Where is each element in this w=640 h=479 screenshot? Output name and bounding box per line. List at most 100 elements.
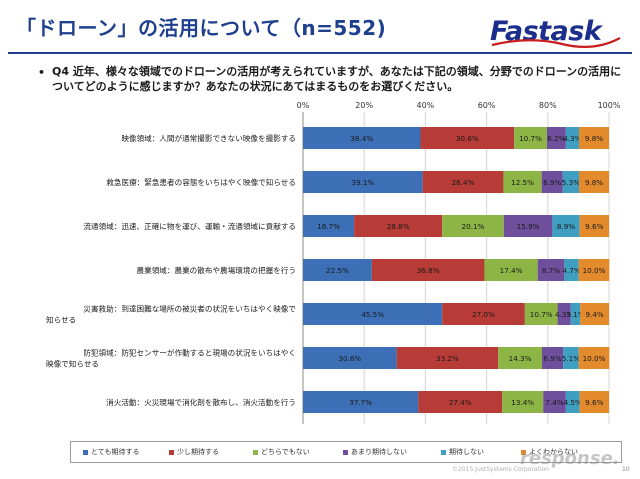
legend-swatch bbox=[521, 449, 526, 455]
data-label: 6.2% bbox=[547, 134, 565, 143]
legend-label: とても期待する bbox=[91, 448, 140, 456]
bar-segment bbox=[562, 171, 580, 193]
bar-segment bbox=[564, 259, 579, 281]
data-label: 10.0% bbox=[583, 266, 606, 275]
data-label: 17.4% bbox=[500, 266, 523, 275]
data-label: 39.1% bbox=[351, 178, 374, 187]
bar-segment bbox=[303, 171, 423, 193]
data-label: 4.5% bbox=[564, 398, 582, 407]
data-label: 30.6% bbox=[456, 134, 479, 143]
data-label: 22.5% bbox=[326, 266, 349, 275]
bar-segment bbox=[563, 347, 579, 369]
category-label: 知らせる bbox=[46, 315, 76, 325]
bar-segment bbox=[579, 391, 609, 413]
bar-segment bbox=[371, 259, 485, 281]
legend-label: どちらでもない bbox=[261, 448, 310, 456]
bar-segment bbox=[541, 347, 564, 369]
bar-segment bbox=[524, 303, 558, 325]
legend-item: あまり期待しない bbox=[343, 447, 407, 457]
bar-segment bbox=[354, 215, 443, 237]
bar-segment bbox=[537, 259, 565, 281]
question-bullet: • bbox=[38, 66, 46, 79]
fastask-logo: Fastask bbox=[490, 14, 622, 50]
data-label: 10.0% bbox=[583, 354, 606, 363]
category-label: 災害救助：到達困難な場所の被災者の状況をいちはやく映像で bbox=[83, 304, 296, 314]
bar-segment bbox=[422, 171, 504, 193]
bar-segment bbox=[303, 259, 372, 281]
data-label: 7.4% bbox=[545, 398, 563, 407]
category-label: 防犯領域：防犯センサーが作動すると現場の状況をいちはやく bbox=[83, 348, 296, 358]
bar-segment bbox=[303, 391, 419, 413]
bar-segment bbox=[565, 391, 580, 413]
bar-segment bbox=[503, 171, 542, 193]
x-tick-label: 80% bbox=[539, 101, 557, 110]
data-label: 4.3% bbox=[555, 310, 573, 319]
legend-label: よくわからない bbox=[529, 448, 578, 456]
data-label: 20.1% bbox=[462, 222, 485, 231]
legend-swatch bbox=[169, 449, 174, 455]
data-label: 6.9% bbox=[543, 178, 561, 187]
data-label: 4.3% bbox=[563, 134, 581, 143]
data-label: 26.4% bbox=[452, 178, 475, 187]
category-label: 映像領域：人間が通常撮影できない映像を撮影する bbox=[121, 133, 296, 143]
x-tick-label: 60% bbox=[478, 101, 496, 110]
bar-segment bbox=[546, 127, 566, 149]
bar-segment bbox=[514, 127, 547, 149]
bar-segment bbox=[418, 391, 503, 413]
legend-swatch bbox=[441, 449, 446, 455]
bar-segment bbox=[303, 347, 397, 369]
data-label: 9.6% bbox=[585, 222, 603, 231]
data-label: 10.7% bbox=[519, 134, 542, 143]
data-label: 33.2% bbox=[436, 354, 459, 363]
category-label: 農業領域：農業の散布や農場環境の把握を行う bbox=[137, 265, 296, 275]
category-label: 消火活動：火災現場で消化剤を散布し、消火活動を行う bbox=[106, 397, 296, 407]
bar-segment bbox=[484, 259, 538, 281]
bar-segment bbox=[580, 303, 609, 325]
legend-swatch bbox=[83, 449, 88, 455]
bar-segment bbox=[503, 215, 553, 237]
bar-segment bbox=[578, 347, 610, 369]
copyright-text: ©2015 JustSystems Corporation bbox=[452, 466, 550, 473]
data-label: 8.9% bbox=[557, 222, 575, 231]
data-label: 5.1% bbox=[562, 354, 580, 363]
bar-segment bbox=[557, 303, 571, 325]
bar-segment bbox=[552, 215, 580, 237]
data-label: 15.9% bbox=[517, 222, 540, 231]
data-label: 9.8% bbox=[585, 178, 603, 187]
data-label: 28.8% bbox=[387, 222, 410, 231]
bar-segment bbox=[579, 127, 609, 149]
bar-segment bbox=[442, 215, 504, 237]
bar-segment bbox=[498, 347, 542, 369]
bar-segment bbox=[570, 303, 581, 325]
data-label: 12.5% bbox=[511, 178, 534, 187]
category-label: 救急医療：緊急患者の容態をいちはやく映像で知らせる bbox=[106, 177, 296, 187]
bar-segment bbox=[502, 391, 544, 413]
data-label: 10.7% bbox=[530, 310, 553, 319]
title-divider bbox=[8, 52, 632, 54]
legend-item: どちらでもない bbox=[253, 447, 310, 457]
legend-swatch bbox=[343, 449, 348, 455]
legend-item: 期待しない bbox=[441, 447, 484, 457]
bar-segment bbox=[565, 127, 580, 149]
x-tick-label: 40% bbox=[417, 101, 435, 110]
legend-item: よくわからない bbox=[521, 447, 578, 457]
data-label: 13.4% bbox=[511, 398, 534, 407]
bar-segment bbox=[303, 215, 355, 237]
data-label: 30.6% bbox=[338, 354, 361, 363]
data-label: 3.1% bbox=[566, 310, 584, 319]
bar-segment bbox=[303, 127, 421, 149]
legend-label: 期待しない bbox=[449, 448, 484, 456]
legend-label: 少し期待する bbox=[177, 448, 219, 456]
data-label: 37.7% bbox=[349, 398, 372, 407]
data-label: 8.7% bbox=[542, 266, 560, 275]
data-label: 27.4% bbox=[449, 398, 472, 407]
bar-segment bbox=[442, 303, 525, 325]
bar-segment bbox=[579, 171, 609, 193]
response-watermark: response. bbox=[520, 448, 620, 469]
question-text: Q4 近年、様々な領域でのドローンの活用が考えられていますが、あなたは下記の領域… bbox=[52, 65, 622, 93]
bar-segment bbox=[579, 215, 609, 237]
data-label: 27.0% bbox=[472, 310, 495, 319]
data-label: 14.3% bbox=[509, 354, 532, 363]
